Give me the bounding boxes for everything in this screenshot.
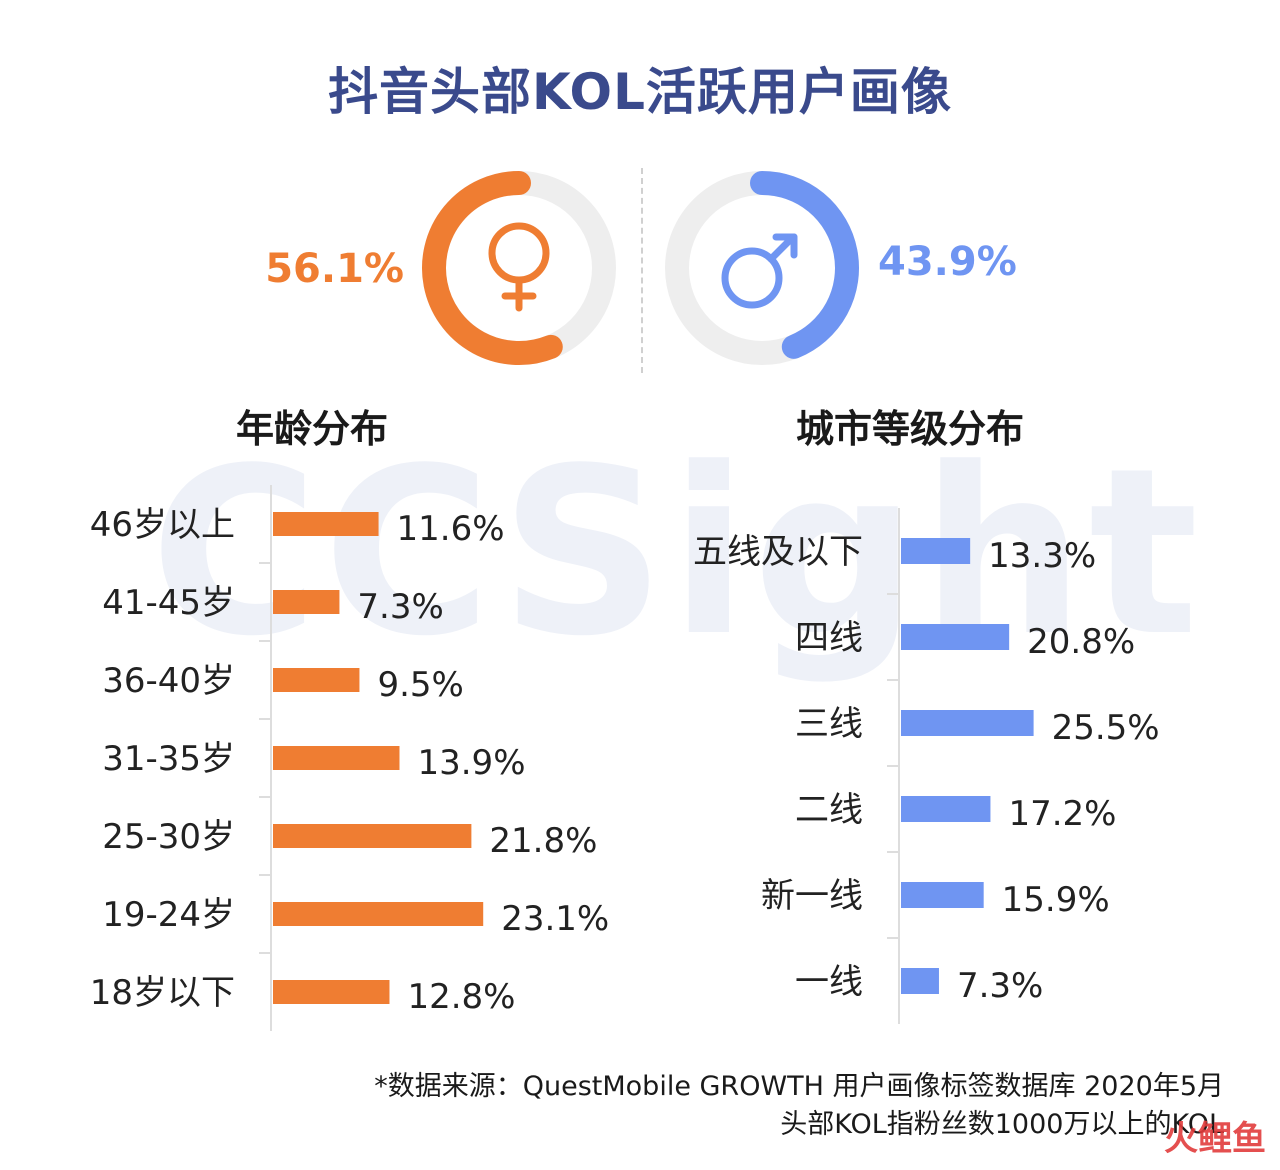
category-label: 五线及以下 <box>693 532 863 572</box>
value-label: 13.3% <box>988 536 1096 576</box>
category-label: 25-30岁 <box>102 817 235 857</box>
page-title: 抖音头部KOL活跃用户画像 <box>328 63 952 121</box>
bar <box>901 710 1034 736</box>
bar <box>273 512 379 536</box>
category-label: 新一线 <box>761 876 863 916</box>
bar <box>273 902 484 926</box>
bar <box>273 980 390 1004</box>
value-label: 13.9% <box>417 743 525 783</box>
gender-divider <box>641 168 643 373</box>
city-chart-title: 城市等级分布 <box>796 407 1025 451</box>
value-label: 17.2% <box>1008 794 1116 834</box>
value-label: 25.5% <box>1052 708 1160 748</box>
age-chart-title: 年龄分布 <box>236 407 389 451</box>
category-label: 18岁以下 <box>90 973 235 1013</box>
city-bar-chart: 五线及以下 13.3% 四线 20.8% 三线 25.5% 二线 17.2% 新一线 15.9% 一… <box>693 508 1160 1024</box>
value-label: 21.8% <box>489 821 597 861</box>
bar <box>901 538 971 564</box>
category-label: 一线 <box>795 962 863 1002</box>
bar <box>901 796 991 822</box>
value-label: 12.8% <box>407 977 515 1017</box>
category-label: 31-35岁 <box>102 739 235 779</box>
female-donut-arc <box>422 171 563 365</box>
value-label: 15.9% <box>1002 880 1110 920</box>
female-donut <box>422 171 616 365</box>
male-donut-arc <box>750 171 859 359</box>
category-label: 36-40岁 <box>102 661 235 701</box>
female-percent: 56.1% <box>265 246 404 292</box>
category-label: 19-24岁 <box>102 895 235 935</box>
gender-donuts: 56.1% 43.9% <box>265 171 1017 365</box>
category-label: 41-45岁 <box>102 583 235 623</box>
bar <box>273 668 360 692</box>
category-label: 二线 <box>795 790 863 830</box>
distribution-charts: 46岁以上 11.6% 41-45岁 7.3% 36-40岁 9.5% 31-35岁 13.9… <box>90 485 1160 1031</box>
female-symbol-icon <box>488 222 550 312</box>
age-bar-chart: 46岁以上 11.6% 41-45岁 7.3% 36-40岁 9.5% 31-35岁 13.9… <box>90 485 609 1031</box>
bar <box>273 590 340 614</box>
bar <box>273 746 400 770</box>
value-label: 9.5% <box>377 665 463 705</box>
bar <box>901 624 1010 650</box>
value-label: 11.6% <box>397 509 505 549</box>
bar <box>901 882 984 908</box>
source-line-1: *数据来源：QuestMobile GROWTH 用户画像标签数据库 2020年… <box>374 1071 1224 1102</box>
value-label: 7.3% <box>957 966 1043 1006</box>
value-label: 23.1% <box>501 899 609 939</box>
male-donut <box>665 171 859 365</box>
male-symbol-icon <box>721 233 798 309</box>
bar <box>901 968 939 994</box>
value-label: 7.3% <box>357 587 443 627</box>
brand-logo: 火鲤鱼 <box>1164 1119 1266 1159</box>
category-label: 三线 <box>795 704 863 744</box>
male-percent: 43.9% <box>878 239 1017 285</box>
value-label: 20.8% <box>1027 622 1135 662</box>
category-label: 四线 <box>795 618 863 658</box>
source-note: *数据来源：QuestMobile GROWTH 用户画像标签数据库 2020年… <box>374 1068 1224 1144</box>
source-line-2: 头部KOL指粉丝数1000万以上的KOL <box>780 1109 1224 1140</box>
category-label: 46岁以上 <box>90 505 235 545</box>
bar <box>273 824 472 848</box>
